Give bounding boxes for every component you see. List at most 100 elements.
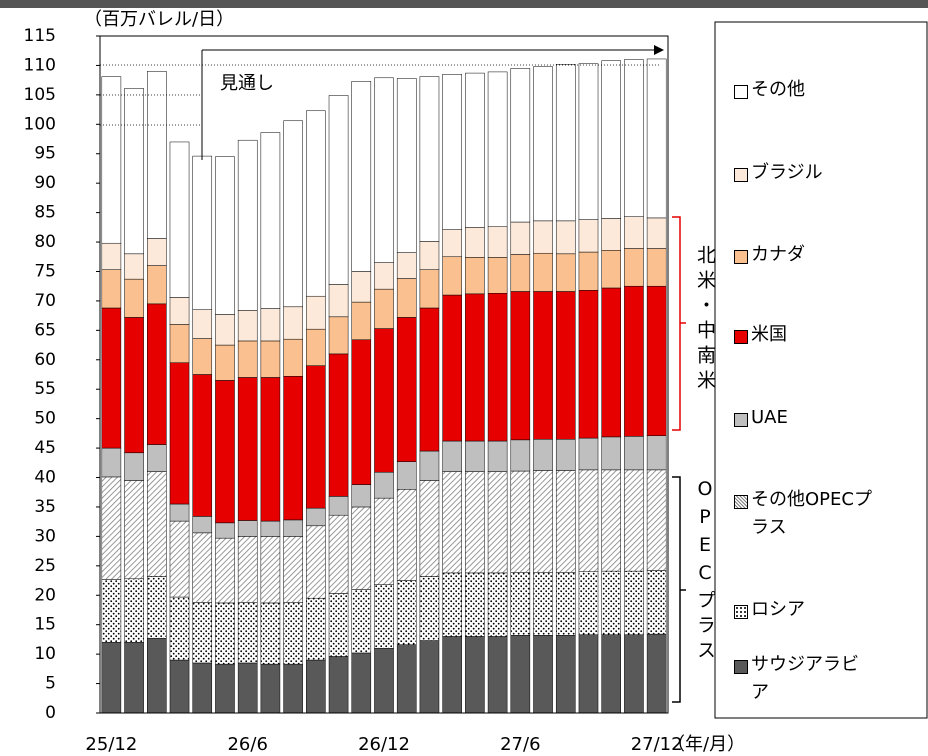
bar-segment <box>101 76 122 244</box>
bar-segment <box>237 662 258 714</box>
y-tick-label: 115 <box>24 26 56 46</box>
bar-segment <box>533 252 553 292</box>
bar-segment <box>578 63 599 220</box>
legend-item: その他 <box>734 79 914 104</box>
bar-segment <box>578 634 599 714</box>
y-tick-label: 30 <box>34 526 56 546</box>
bar-segment <box>351 652 372 714</box>
bar-segment <box>237 536 258 603</box>
bar-segment <box>624 285 644 437</box>
legend-swatch <box>734 660 748 674</box>
bar-segment <box>328 95 349 285</box>
bar-segment <box>465 636 485 714</box>
bar-segment <box>124 253 144 280</box>
bar-segment <box>283 338 303 377</box>
bar-segment <box>646 285 667 436</box>
bar-segment <box>101 269 122 309</box>
legend-item: 米国 <box>734 324 914 349</box>
bar-segment <box>419 450 440 481</box>
bar-segment <box>351 506 372 590</box>
bar-segment <box>396 580 417 645</box>
bar-segment <box>510 291 531 441</box>
bar-segment <box>215 344 235 381</box>
bar-segment <box>328 496 349 516</box>
y-tick-label: 75 <box>34 261 56 281</box>
legend-label: その他OPECプラス <box>751 489 872 538</box>
bar-segment <box>601 218 621 251</box>
bar-segment <box>351 81 372 272</box>
bar-segment <box>601 634 621 714</box>
bar-segment <box>283 376 303 521</box>
bar-segment <box>283 120 303 308</box>
y-tick-label: 65 <box>34 320 56 340</box>
bar-segment <box>510 635 531 714</box>
bar-segment <box>192 532 213 603</box>
bar-segment <box>419 480 440 577</box>
bar-segment <box>510 221 531 255</box>
bar-segment <box>215 522 235 539</box>
bar-segment <box>351 484 372 508</box>
bar-segment <box>237 520 258 537</box>
bar-segment <box>555 291 576 440</box>
bar-segment <box>442 471 462 574</box>
bar-segment <box>101 642 122 714</box>
y-tick-label: 60 <box>34 350 56 370</box>
bar-segment <box>419 640 440 714</box>
bar-segment <box>237 310 258 342</box>
bar-segment <box>533 470 553 573</box>
bar-segment <box>306 659 326 714</box>
bar-segment <box>260 663 281 714</box>
bar-segment <box>555 64 576 222</box>
bar-segment <box>283 663 303 714</box>
legend-box <box>714 21 928 719</box>
bar-segment <box>396 278 417 318</box>
bar-segment <box>374 328 394 473</box>
bar-segment <box>442 572 462 637</box>
bar-segment <box>260 377 281 522</box>
bar-segment <box>192 374 213 517</box>
y-tick-label: 110 <box>24 55 56 75</box>
bar-segment <box>192 309 213 339</box>
legend-item: サウジアラビア <box>734 654 914 707</box>
legend-swatch <box>734 168 748 182</box>
bar-segment <box>215 663 235 714</box>
bar-segment <box>260 520 281 537</box>
bar-segment <box>169 324 190 363</box>
bar-segment <box>396 317 417 462</box>
bar-segment <box>328 514 349 594</box>
bar-segment <box>646 217 667 249</box>
legend-label: カナダ <box>751 244 805 265</box>
bar-segment <box>328 656 349 714</box>
y-tick-label: 95 <box>34 144 56 164</box>
bar-segment <box>419 76 440 242</box>
bar-segment <box>465 572 485 637</box>
bar-segment <box>601 570 621 635</box>
y-tick-label: 40 <box>34 468 56 488</box>
legend-item: カナダ <box>734 244 914 269</box>
y-tick-label: 100 <box>24 114 56 134</box>
bar-segment <box>101 476 122 580</box>
bar-segment <box>487 226 508 258</box>
bar-segment <box>533 439 553 471</box>
bar-segment <box>578 571 599 635</box>
bar-segment <box>328 593 349 657</box>
bar-segment <box>555 635 576 714</box>
bar-segment <box>169 503 190 522</box>
bar-segment <box>465 227 485 258</box>
bar-segment <box>419 307 440 452</box>
bar-segment <box>147 238 167 266</box>
bar-segment <box>487 71 508 227</box>
bar-segment <box>510 68 531 223</box>
bar-segment <box>374 584 394 649</box>
bar-segment <box>396 644 417 714</box>
y-tick-label: 10 <box>34 644 56 664</box>
x-tick-label: 26/12 <box>358 734 410 755</box>
bar-segment <box>215 602 235 665</box>
bar-segment <box>260 340 281 378</box>
bar-segment <box>646 570 667 635</box>
bar-segment <box>533 66 553 222</box>
bar-segment <box>169 659 190 714</box>
bar-segment <box>510 470 531 573</box>
